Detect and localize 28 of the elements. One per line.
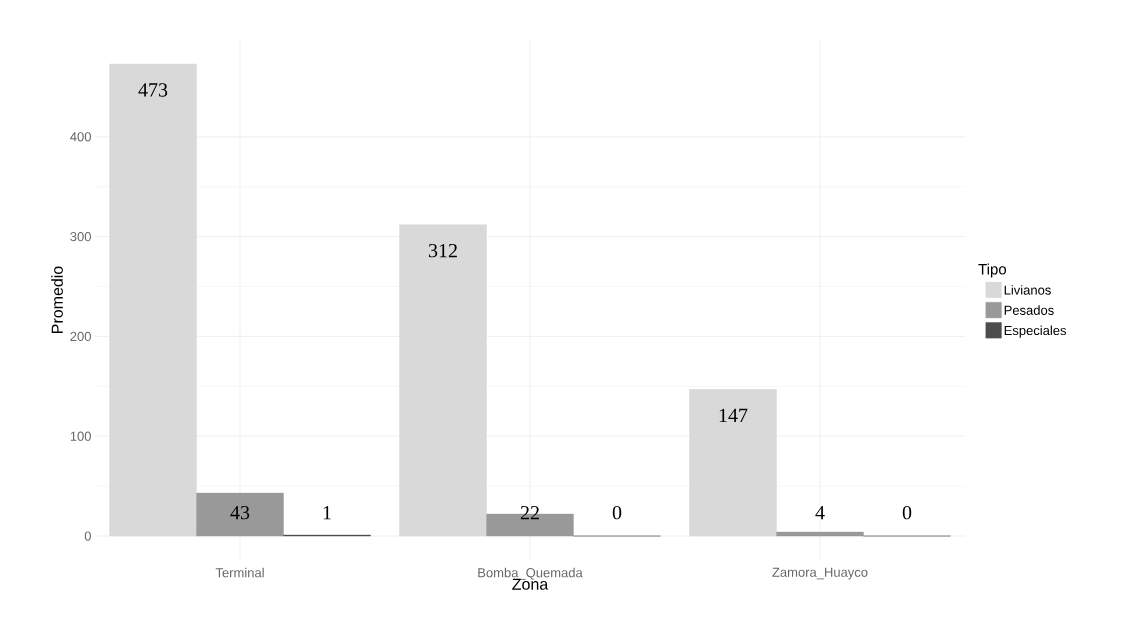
data-label: 473 (138, 83, 168, 97)
y-tick-label: 300 (70, 232, 91, 242)
bar (196, 492, 284, 537)
x-tick-label: Bomba_Quemada (478, 567, 583, 580)
legend-label: Especiales (1004, 325, 1067, 338)
y-axis-title: Promedio (51, 266, 63, 333)
bar (689, 389, 777, 537)
bar (399, 224, 487, 537)
data-label: 0 (902, 505, 912, 520)
x-axis-title: Zona (512, 578, 549, 590)
bar (776, 531, 864, 537)
data-label: 4 (815, 506, 825, 520)
legend-label: Pesados (1004, 305, 1054, 315)
y-tick-label: 0 (84, 531, 91, 541)
data-label: 147 (719, 408, 748, 422)
legend-label: Livianos (1004, 285, 1051, 295)
y-tick-label: 100 (70, 431, 91, 441)
data-label: 22 (520, 506, 539, 520)
y-tick-label: 400 (70, 132, 91, 142)
x-tick-label: Terminal (215, 567, 264, 578)
data-label: 43 (230, 505, 250, 520)
data-label: 312 (428, 243, 457, 258)
x-tick-label: Zamora_Huayco (772, 567, 868, 580)
y-tick-label: 200 (70, 331, 91, 342)
legend-title: Tipo (978, 263, 1007, 278)
data-label: 1 (323, 506, 331, 520)
bar (109, 63, 197, 537)
data-label: 0 (612, 505, 622, 520)
